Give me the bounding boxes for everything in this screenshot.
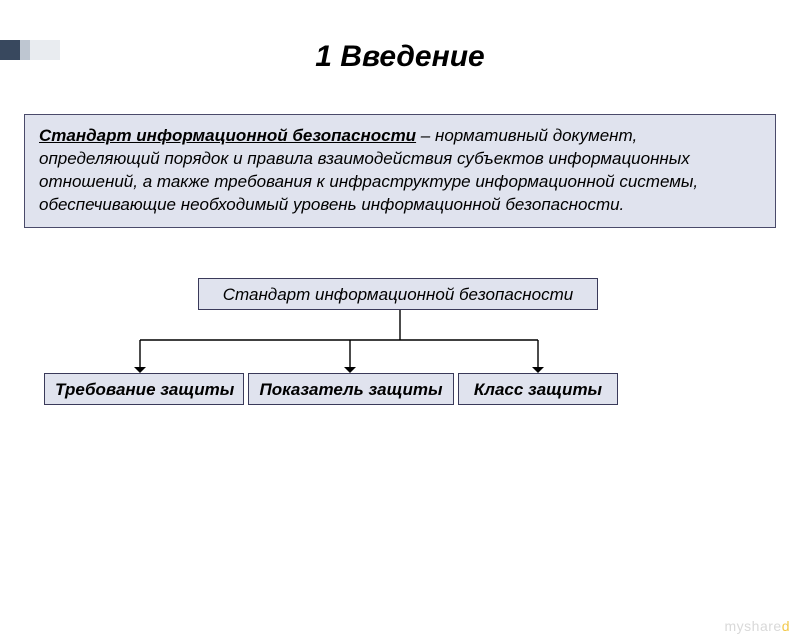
- watermark-accent: d: [782, 618, 790, 634]
- definition-term: Стандарт информационной безопасности: [39, 126, 416, 145]
- child-node: Класс защиты: [458, 373, 618, 405]
- hierarchy-diagram: Стандарт информационной безопасности Треб…: [0, 278, 800, 458]
- watermark: myshared: [725, 618, 790, 634]
- child-node: Показатель защиты: [248, 373, 454, 405]
- watermark-text: myshare: [725, 618, 782, 634]
- decor-square-dark: [0, 40, 20, 60]
- child-node: Требование защиты: [44, 373, 244, 405]
- definition-box: Стандарт информационной безопасности – н…: [24, 114, 776, 228]
- decor-square-light: [30, 40, 60, 60]
- page-title: 1 Введение: [0, 40, 800, 74]
- corner-decoration: [0, 40, 60, 60]
- decor-square-mid: [20, 40, 30, 60]
- root-node: Стандарт информационной безопасности: [198, 278, 598, 310]
